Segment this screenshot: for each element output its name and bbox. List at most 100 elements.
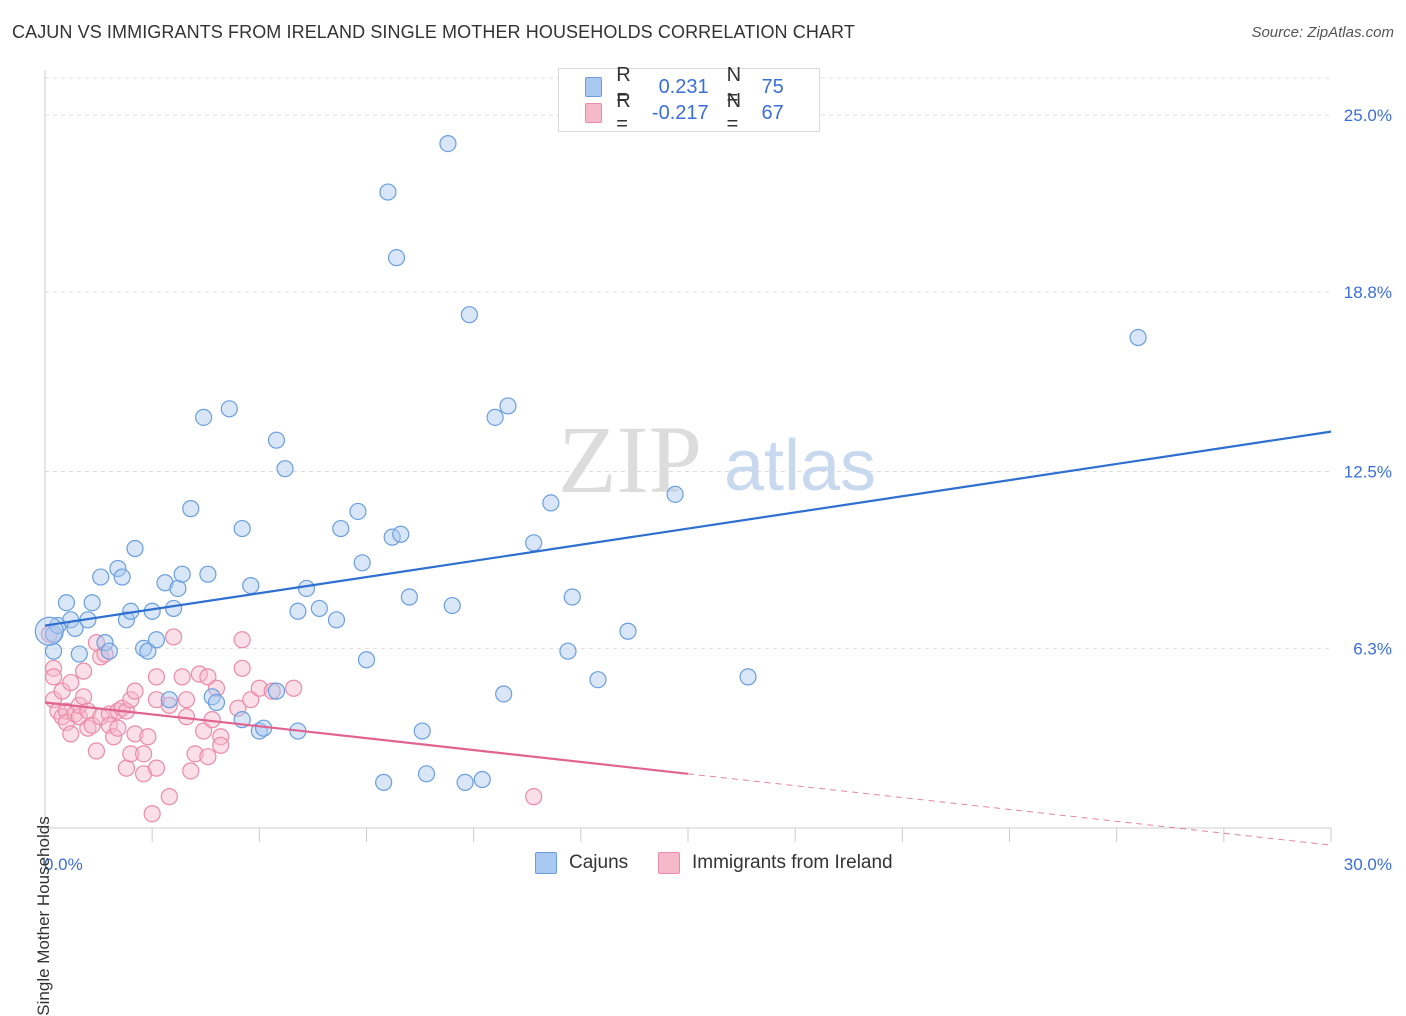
point-cajuns [1129,328,1147,347]
legend-r-value: -0.217 [651,101,709,124]
y-tick-label: 12.5% [1344,463,1392,482]
legend-row-immigrants: R = -0.217 N = 67 [585,90,819,135]
point-cajuns [57,594,76,612]
point-cajuns [34,616,64,646]
bottom-legend-swatch-blue [535,852,557,874]
point-immigrants [160,788,178,806]
point-immigrants [233,631,251,649]
point-cajuns [109,559,127,578]
legend-r-label: R = [616,90,631,135]
point-immigrants [212,736,230,754]
point-immigrants [122,745,140,763]
point-immigrants [62,725,80,743]
point-immigrants [87,742,106,760]
point-cajuns [310,599,328,618]
point-cajuns [113,568,131,586]
bottom-legend-immigrants: Immigrants from Ireland [658,852,893,874]
point-immigrants [233,659,251,677]
tick-labels: 6.3% 12.5% 18.8% 25.0% 0.0% 30.0% [44,106,1392,874]
point-cajuns [267,431,286,449]
legend-n-label: N = [726,90,742,135]
point-immigrants [74,662,93,680]
point-immigrants [525,788,543,806]
point-immigrants [182,762,200,780]
point-cajuns [392,525,410,543]
watermark-zip: ZIP [558,406,702,513]
point-cajuns [173,565,191,583]
point-immigrants [160,696,178,714]
point-cajuns [443,596,461,615]
y-tick-label: 25.0% [1344,106,1392,125]
point-cajuns [160,691,178,709]
point-cajuns [92,568,110,586]
point-cajuns [460,306,478,324]
scatter-chart: ZIP atlas 6.3% 12.5% 18.8% 25.0% 0.0% 30.0% [34,70,1392,874]
legend-swatch-pink [585,103,603,123]
point-immigrants [44,668,63,686]
point-cajuns [220,400,238,418]
point-cajuns [327,611,346,629]
axes [44,70,1332,842]
watermark-atlas: atlas [724,426,876,506]
point-cajuns [542,494,560,512]
y-axis-label: Single Mother Households [34,816,53,1016]
point-immigrants [126,725,144,743]
point-immigrants [104,728,123,746]
trend-lines [44,430,1332,846]
trend-line-immigrants [44,701,689,775]
point-cajuns [439,134,457,153]
series-cajuns-points [34,134,1147,791]
point-cajuns [589,671,607,689]
y-tick-label: 18.8% [1344,283,1392,302]
point-cajuns [117,611,136,629]
point-cajuns [233,519,251,538]
legend-swatch-blue [585,77,603,97]
grid-lines [45,77,1331,649]
point-cajuns [357,651,376,669]
point-cajuns [165,599,183,618]
bottom-legend-cajuns: Cajuns [535,852,628,874]
legend-r-value: 0.231 [658,75,709,98]
point-cajuns [525,534,543,552]
point-cajuns [619,622,637,640]
legend-n-label: N = [726,64,742,109]
point-cajuns [387,249,406,267]
point-cajuns [417,765,436,783]
legend-row-cajuns: R = 0.231 N = 75 [585,64,819,109]
point-cajuns [739,668,757,686]
point-cajuns [169,579,187,598]
point-cajuns [195,408,213,426]
point-cajuns [666,485,684,503]
point-cajuns [96,634,114,652]
point-cajuns [559,642,577,660]
point-immigrants [177,691,196,709]
point-immigrants [195,722,213,740]
point-cajuns [456,773,474,791]
correlation-legend: R = 0.231 N = 75 R = -0.217 N = 67 [558,64,820,135]
legend-n-value: 75 [761,75,784,98]
point-immigrants [285,679,303,697]
watermark: ZIP atlas [558,406,876,513]
point-cajuns [207,693,226,712]
point-immigrants [143,805,161,823]
point-cajuns [44,642,63,660]
legend-n-value: 67 [761,101,784,124]
point-cajuns [375,773,393,791]
legend-r-label: R = [616,64,631,109]
point-cajuns [473,770,491,789]
point-cajuns [486,408,504,426]
point-cajuns [242,577,260,595]
point-immigrants [263,682,281,700]
point-cajuns [182,500,200,518]
bottom-legend-label: Immigrants from Ireland [692,852,893,873]
point-cajuns [276,460,294,478]
point-immigrants [207,679,226,697]
chart-title: CAJUN VS IMMIGRANTS FROM IRELAND SINGLE … [12,22,855,42]
point-immigrants [173,668,191,686]
point-cajuns [400,588,418,606]
point-cajuns [147,631,166,649]
trend-line-cajuns [44,430,1332,627]
x-tick-label-min: 0.0% [44,855,83,874]
point-immigrants [242,691,260,709]
point-cajuns [139,642,157,660]
